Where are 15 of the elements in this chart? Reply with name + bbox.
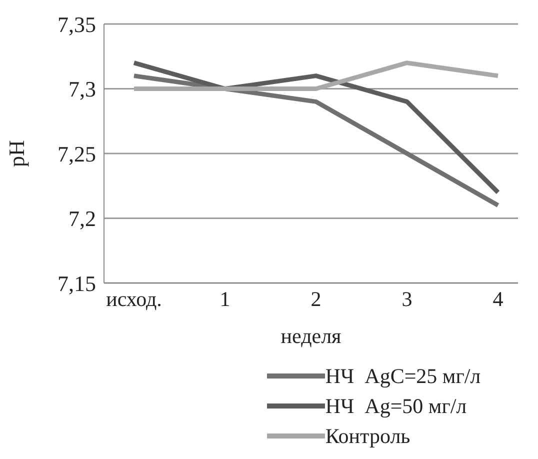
x-tick-label: 2 — [310, 286, 322, 311]
x-tick-label: 3 — [402, 286, 412, 311]
legend-label: НЧ Ag=50 мг/л — [325, 393, 467, 420]
x-tick-label: исход. — [106, 286, 162, 311]
legend-label: Контроль — [325, 423, 410, 450]
legend-label: НЧ AgC=25 мг/л — [325, 363, 481, 390]
y-tick-label: 7,35 — [58, 12, 96, 37]
x-tick-label: 4 — [492, 286, 504, 311]
y-tick-label: 7,2 — [68, 206, 96, 232]
y-axis-title: pH — [4, 140, 29, 167]
y-tick-label: 7,25 — [58, 141, 96, 166]
y-tick-label: 7,15 — [58, 270, 96, 296]
y-tick-label: 7,3 — [68, 76, 96, 102]
x-tick-label: 1 — [220, 286, 230, 311]
x-axis-title: неделя — [280, 324, 342, 348]
